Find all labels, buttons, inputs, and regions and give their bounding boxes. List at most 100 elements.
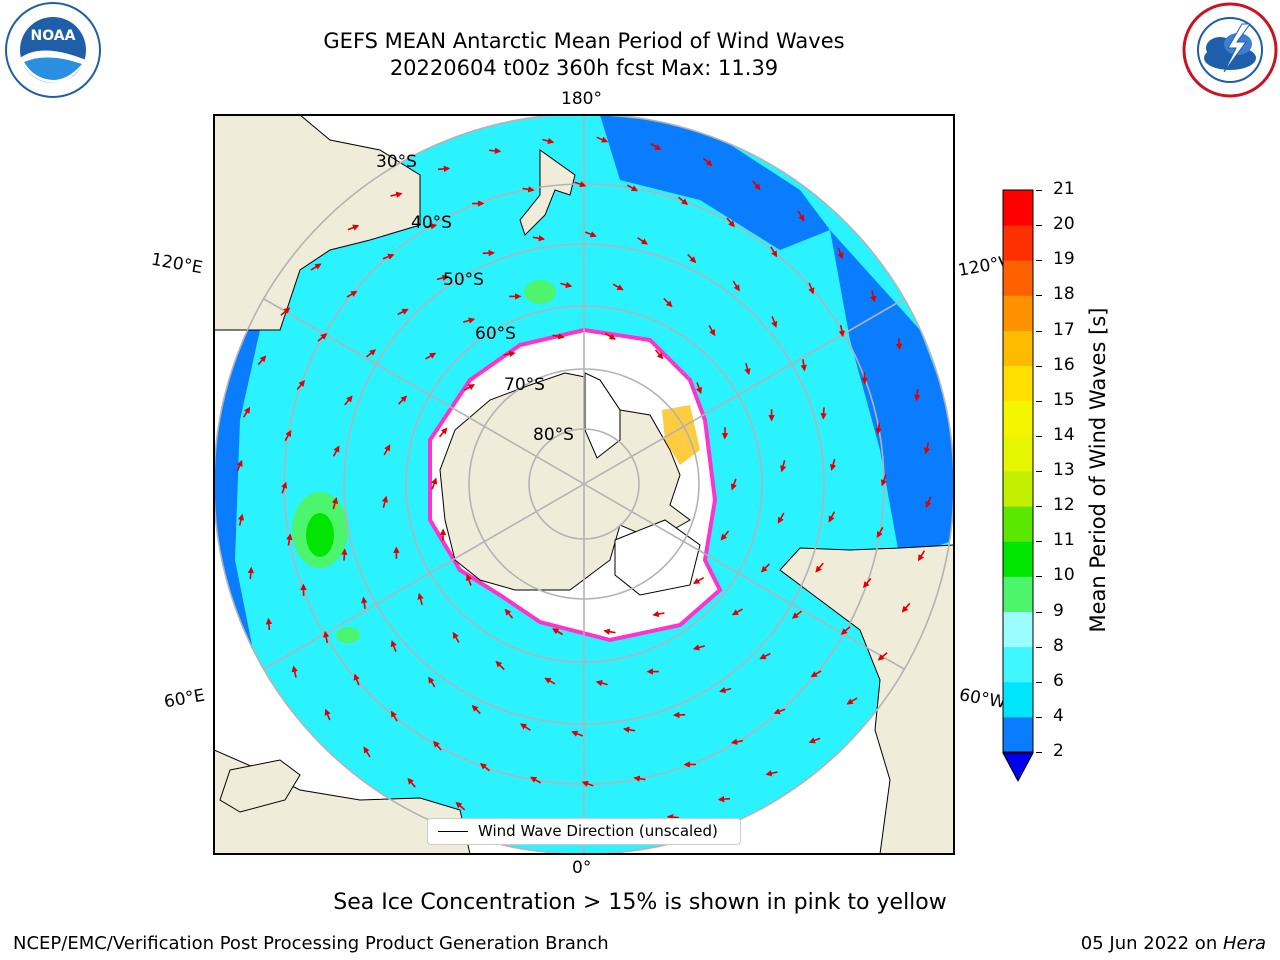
wave-direction-arrow xyxy=(428,676,436,688)
nws-logo xyxy=(1182,2,1278,98)
chart-title: GEFS MEAN Antarctic Mean Period of Wind … xyxy=(323,29,845,53)
wave-direction-arrow xyxy=(433,740,442,751)
wave-period-patch-core xyxy=(306,513,334,557)
wave-direction-arrow xyxy=(702,157,713,167)
wave-direction-arrow xyxy=(654,349,664,360)
colorbar-tick-mark xyxy=(1036,330,1042,332)
wave-direction-arrow xyxy=(917,550,926,562)
wave-direction-arrow xyxy=(436,274,449,281)
colorbar-tick-label: 11 xyxy=(1053,530,1075,551)
colorbar-tick-mark xyxy=(1036,225,1042,227)
wave-direction-arrow xyxy=(830,458,837,471)
colorbar-tick-label: 15 xyxy=(1053,389,1075,410)
colorbar-segment xyxy=(1003,400,1033,437)
wave-direction-arrow xyxy=(730,738,744,745)
colorbar-tick-mark xyxy=(1036,646,1042,648)
colorbar-tick-mark xyxy=(1036,681,1042,683)
footer-host: Hera xyxy=(1222,933,1266,954)
wave-direction-arrow xyxy=(759,652,771,660)
wave-direction-arrow xyxy=(677,196,688,206)
colorbar-label: Mean Period of Wind Waves [s] xyxy=(1086,307,1110,633)
wave-direction-arrow xyxy=(791,610,803,619)
colorbar-tick-label: 10 xyxy=(1053,565,1075,586)
wave-direction-arrow xyxy=(604,332,616,340)
colorbar-tick-mark xyxy=(1036,365,1042,367)
wave-direction-arrow xyxy=(744,362,751,376)
wave-direction-arrow xyxy=(666,813,680,821)
colorbar-tick-mark xyxy=(1036,400,1042,402)
wave-direction-arrow xyxy=(876,526,884,539)
lat-label-30s: 30°S xyxy=(376,152,417,172)
wave-direction-arrow xyxy=(650,142,662,151)
wave-direction-arrow xyxy=(431,477,438,490)
wave-direction-arrow xyxy=(828,511,836,523)
wave-direction-arrow xyxy=(247,566,255,580)
wave-direction-arrow xyxy=(544,677,556,685)
wave-direction-arrow xyxy=(520,723,531,731)
wave-direction-arrow xyxy=(284,429,292,442)
wave-direction-arrow xyxy=(383,444,391,456)
wave-direction-arrow xyxy=(603,628,616,635)
wave-direction-arrow xyxy=(503,350,516,358)
legend-line-swatch xyxy=(438,831,468,832)
wave-direction-arrow xyxy=(455,801,466,811)
colorbar-segment xyxy=(1003,681,1033,718)
wave-direction-arrow xyxy=(673,711,686,719)
wave-direction-arrow xyxy=(529,776,542,784)
wave-direction-arrow xyxy=(257,355,267,366)
lon-label-180: 180° xyxy=(561,89,602,109)
wave-direction-arrow xyxy=(913,388,921,402)
wave-direction-arrow xyxy=(236,459,243,472)
wave-direction-arrow xyxy=(663,297,673,308)
colorbar xyxy=(1002,189,1034,783)
wave-direction-arrow xyxy=(281,481,288,494)
wave-direction-arrow xyxy=(777,512,785,524)
land-new-zealand xyxy=(519,149,576,236)
wave-direction-arrow xyxy=(471,704,481,715)
wave-direction-arrow xyxy=(923,442,931,455)
wave-direction-arrow xyxy=(810,670,822,678)
wave-direction-arrow xyxy=(390,191,403,198)
wave-direction-arrow xyxy=(437,165,451,173)
wave-direction-arrow xyxy=(596,136,609,143)
wave-direction-arrow xyxy=(800,359,807,372)
wave-direction-arrow xyxy=(397,395,408,405)
wave-period-patch-sw xyxy=(336,627,360,643)
wave-direction-arrow xyxy=(637,237,648,245)
colorbar-tick-label: 20 xyxy=(1053,214,1075,235)
wave-direction-arrow xyxy=(652,610,665,618)
wave-direction-arrow xyxy=(925,496,932,509)
colorbar-tick-label: 6 xyxy=(1053,670,1064,691)
wave-direction-arrow xyxy=(626,184,639,192)
colorbar-tick-mark xyxy=(1036,752,1042,753)
colorbar-segment xyxy=(1003,611,1033,648)
wave-direction-arrow xyxy=(765,770,778,777)
colorbar-tick-label: 12 xyxy=(1053,495,1075,516)
wave-direction-arrow xyxy=(708,325,716,337)
colorbar-segment xyxy=(1003,190,1033,226)
colorbar-tick-label: 8 xyxy=(1053,635,1064,656)
wave-direction-arrow xyxy=(242,406,251,418)
chart-subtitle: 20220604 t00z 360h fcst Max: 11.39 xyxy=(389,56,779,80)
colorbar-segment xyxy=(1003,576,1033,612)
wave-direction-arrow xyxy=(720,530,730,541)
ice-edge-highlight xyxy=(662,405,700,465)
wave-direction-arrow xyxy=(571,730,583,737)
wave-direction-arrow xyxy=(732,280,740,292)
colorbar-extend-triangle xyxy=(1002,752,1034,783)
wave-direction-arrow xyxy=(363,746,371,758)
colorbar-segment xyxy=(1003,225,1033,261)
colorbar-segment xyxy=(1003,260,1033,296)
land-antarctica xyxy=(439,372,691,591)
wave-direction-arrow xyxy=(361,596,368,609)
wave-direction-arrow xyxy=(895,337,903,351)
wave-direction-arrow xyxy=(465,573,472,586)
colorbar-frame xyxy=(1002,189,1034,753)
wave-direction-arrow xyxy=(452,631,460,643)
legend-label: Wind Wave Direction (unscaled) xyxy=(478,822,718,840)
colorbar-tick-label: 4 xyxy=(1053,705,1064,726)
wave-direction-arrow xyxy=(381,495,388,508)
wave-direction-arrow xyxy=(880,474,887,487)
wave-direction-arrow xyxy=(770,246,778,258)
colorbar-tick-label: 17 xyxy=(1053,319,1075,340)
